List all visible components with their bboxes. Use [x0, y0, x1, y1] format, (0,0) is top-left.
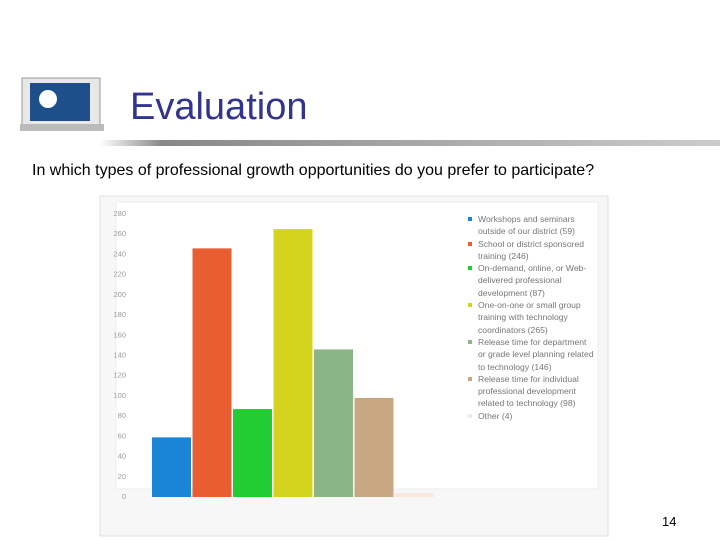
legend: Workshops and seminars outside of our di…: [466, 213, 594, 422]
y-tick-label: 260: [113, 229, 126, 238]
legend-swatch: [468, 217, 472, 221]
y-tick-label: 140: [113, 350, 126, 359]
bar: [395, 492, 434, 497]
legend-label: Other (4): [478, 410, 513, 421]
legend-label: Workshops and seminars outside of our di…: [478, 214, 575, 237]
legend-label: School or district sponsored training (2…: [478, 238, 585, 261]
legend-label: On-demand, online, or Web-delivered prof…: [478, 263, 587, 298]
y-tick-label: 280: [113, 209, 126, 218]
y-tick-label: 60: [118, 431, 126, 440]
bar: [192, 248, 232, 497]
chart-title: In which types of professional growth op…: [32, 162, 595, 179]
legend-swatch: [468, 241, 472, 246]
legend-entry: Other (4): [466, 410, 594, 422]
bar: [152, 437, 191, 497]
legend-entry: On-demand, online, or Web-delivered prof…: [466, 262, 594, 299]
y-tick-label: 100: [113, 391, 126, 400]
y-tick-label: 220: [113, 270, 126, 279]
legend-swatch: [468, 413, 472, 418]
legend-swatch: [468, 266, 472, 271]
y-tick-label: 200: [113, 290, 126, 299]
y-tick-label: 40: [118, 452, 126, 461]
legend-label: One-on-one or small group training with …: [478, 300, 581, 335]
legend-entry: Release time for individual professional…: [466, 373, 594, 410]
bar: [233, 409, 272, 497]
y-tick-label: 80: [118, 411, 126, 420]
title-rule: [100, 140, 720, 146]
bar: [354, 397, 394, 497]
legend-entry: Release time for department or grade lev…: [466, 336, 594, 373]
logo: [20, 77, 104, 131]
slide-title: Evaluation: [130, 86, 308, 128]
legend-label: Release time for department or grade lev…: [478, 336, 594, 372]
y-tick-label: 180: [113, 310, 126, 319]
legend-swatch: [468, 339, 472, 344]
legend-swatch: [468, 303, 472, 308]
y-tick-label: 240: [113, 249, 126, 258]
y-tick-label: 0: [122, 492, 126, 501]
legend-label: Release time for individual professional…: [478, 373, 579, 409]
page-number: 14: [662, 514, 677, 529]
legend-entry: Workshops and seminars outside of our di…: [466, 213, 594, 238]
y-tick-label: 120: [113, 371, 126, 380]
y-tick-label: 20: [118, 472, 126, 481]
y-tick-label: 160: [113, 330, 126, 339]
legend-swatch: [468, 376, 472, 381]
bar: [314, 349, 353, 497]
legend-entry: School or district sponsored training (2…: [466, 238, 594, 263]
bar: [273, 229, 313, 498]
legend-entry: One-on-one or small group training with …: [466, 299, 594, 336]
